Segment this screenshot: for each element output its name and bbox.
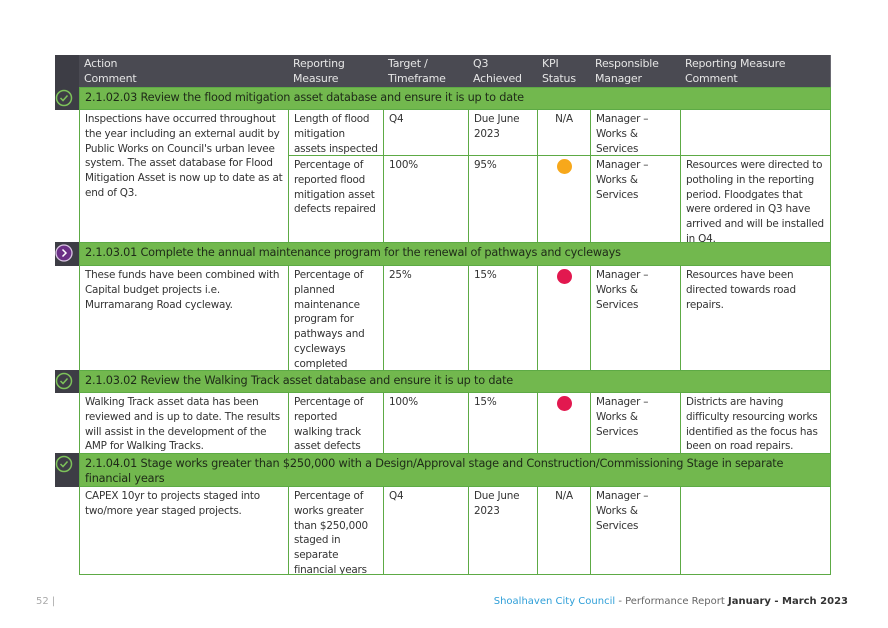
kpi-status [537, 392, 591, 454]
status-icon [55, 453, 80, 487]
icon [55, 244, 73, 262]
icon [55, 455, 73, 473]
achieved: 15% [468, 265, 538, 371]
footer-report: - Performance Report [618, 596, 725, 607]
target: Q4 [383, 109, 469, 156]
kpi-dot [556, 269, 572, 284]
kpi-status: N/A [537, 486, 591, 575]
status-icon [55, 87, 80, 110]
manager: Manager – Works & Services [590, 265, 681, 371]
kpi-dot [556, 159, 572, 174]
header-icon-cell [55, 55, 80, 88]
manager: Manager – Works & Services [590, 155, 681, 243]
achieved: Due June 2023 [468, 109, 538, 156]
action-comment: These funds have been combined with Capi… [79, 265, 289, 371]
measure: Percentage of works greater than $250,00… [288, 486, 384, 575]
achieved: 95% [468, 155, 538, 243]
action-comment: Walking Track asset data has been review… [79, 392, 289, 454]
footer-text: Shoalhaven City Council - Performance Re… [494, 596, 848, 607]
column-header: Reporting Measure [288, 55, 384, 88]
footer-period: January - March 2023 [727, 596, 848, 607]
measure: Percentage of planned maintenance progra… [288, 265, 384, 371]
achieved: Due June 2023 [468, 486, 538, 575]
status-icon [55, 242, 80, 266]
column-header: Target / Timeframe [383, 55, 469, 88]
section-title: 2.1.04.01 Stage works greater than $250,… [79, 453, 831, 487]
page-number: 52 | [36, 596, 56, 607]
note [680, 109, 831, 156]
measure: Percentage of reported walking track ass… [288, 392, 384, 454]
icon [55, 372, 73, 390]
column-header: Responsible Manager [590, 55, 681, 88]
achieved: 15% [468, 392, 538, 454]
column-header: KPI Status [537, 55, 591, 88]
measure: Percentage of reported flood mitigation … [288, 155, 384, 243]
note: Resources have been directed towards roa… [680, 265, 831, 371]
kpi-status [537, 155, 591, 243]
measure: Length of flood mitigation assets inspec… [288, 109, 384, 156]
kpi-dot [556, 396, 572, 411]
column-header: Action Comment [79, 55, 289, 88]
kpi-status [537, 265, 591, 371]
note: Districts are having difficulty resourci… [680, 392, 831, 454]
kpi-status: N/A [537, 109, 591, 156]
target: 100% [383, 392, 469, 454]
target: Q4 [383, 486, 469, 575]
manager: Manager – Works & Services [590, 109, 681, 156]
manager: Manager – Works & Services [590, 392, 681, 454]
action-comment: Inspections have occurred throughout the… [79, 109, 289, 243]
column-header: Q3 Achieved [468, 55, 538, 88]
target: 100% [383, 155, 469, 243]
column-header: Reporting Measure Comment [680, 55, 831, 88]
section-title: 2.1.02.03 Review the flood mitigation as… [79, 87, 831, 110]
footer-org: Shoalhaven City Council [493, 596, 616, 607]
target: 25% [383, 265, 469, 371]
manager: Manager – Works & Services [590, 486, 681, 575]
section-title: 2.1.03.02 Review the Walking Track asset… [79, 370, 831, 393]
icon [55, 89, 73, 107]
note [680, 486, 831, 575]
action-comment: CAPEX 10yr to projects staged into two/m… [79, 486, 289, 575]
status-icon [55, 370, 80, 393]
note: Resources were directed to potholing in … [680, 155, 831, 243]
section-title: 2.1.03.01 Complete the annual maintenanc… [79, 242, 831, 266]
